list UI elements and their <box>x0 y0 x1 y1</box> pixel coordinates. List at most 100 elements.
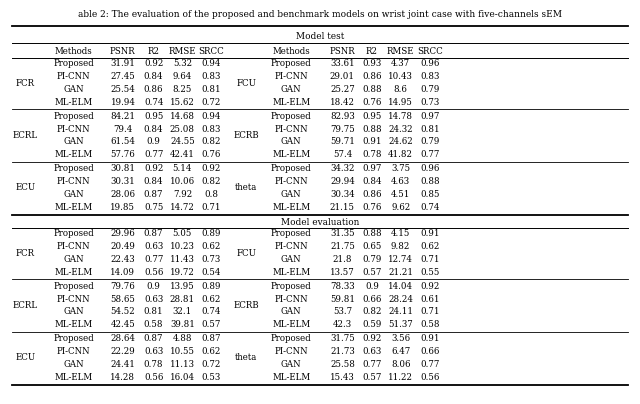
Text: 8.06: 8.06 <box>391 360 410 369</box>
Text: ML-ELM: ML-ELM <box>272 320 310 329</box>
Text: 0.82: 0.82 <box>362 307 381 316</box>
Text: 0.92: 0.92 <box>202 164 221 173</box>
Text: Proposed: Proposed <box>53 164 94 173</box>
Text: 10.55: 10.55 <box>170 347 195 356</box>
Text: 5.14: 5.14 <box>173 164 192 173</box>
Text: 18.42: 18.42 <box>330 98 355 107</box>
Text: 0.86: 0.86 <box>362 190 381 199</box>
Text: 0.85: 0.85 <box>420 190 440 199</box>
Text: 0.56: 0.56 <box>144 268 163 277</box>
Text: RMSE: RMSE <box>387 47 414 56</box>
Text: 0.8: 0.8 <box>204 190 218 199</box>
Text: ML-ELM: ML-ELM <box>54 268 93 277</box>
Text: ECU: ECU <box>15 354 36 362</box>
Text: 0.58: 0.58 <box>144 320 163 329</box>
Text: 0.66: 0.66 <box>362 295 381 304</box>
Text: 0.96: 0.96 <box>420 59 440 68</box>
Text: 0.78: 0.78 <box>144 360 163 369</box>
Text: 24.55: 24.55 <box>170 137 195 146</box>
Text: 29.94: 29.94 <box>330 177 355 186</box>
Text: 7.92: 7.92 <box>173 190 192 199</box>
Text: ML-ELM: ML-ELM <box>272 98 310 107</box>
Text: 10.06: 10.06 <box>170 177 195 186</box>
Text: 3.75: 3.75 <box>391 164 410 173</box>
Text: SRCC: SRCC <box>417 47 443 56</box>
Text: PI-CNN: PI-CNN <box>57 124 90 134</box>
Text: 51.37: 51.37 <box>388 320 413 329</box>
Text: 10.23: 10.23 <box>170 242 195 251</box>
Text: 32.1: 32.1 <box>173 307 192 316</box>
Text: GAN: GAN <box>281 137 301 146</box>
Text: ECU: ECU <box>15 183 36 192</box>
Text: Proposed: Proposed <box>53 112 94 121</box>
Text: 0.76: 0.76 <box>202 150 221 159</box>
Text: ECRL: ECRL <box>13 131 38 140</box>
Text: 0.87: 0.87 <box>144 190 163 199</box>
Text: 0.62: 0.62 <box>420 242 440 251</box>
Text: 0.77: 0.77 <box>144 150 163 159</box>
Text: Proposed: Proposed <box>271 112 312 121</box>
Text: 14.68: 14.68 <box>170 112 195 121</box>
Text: 0.72: 0.72 <box>202 360 221 369</box>
Text: 0.9: 0.9 <box>147 282 161 291</box>
Text: 0.87: 0.87 <box>144 334 163 343</box>
Text: 79.75: 79.75 <box>330 124 355 134</box>
Text: 39.81: 39.81 <box>170 320 195 329</box>
Text: 25.54: 25.54 <box>111 85 135 94</box>
Text: PI-CNN: PI-CNN <box>275 347 308 356</box>
Text: 0.66: 0.66 <box>420 347 440 356</box>
Text: 31.91: 31.91 <box>111 59 135 68</box>
Text: PI-CNN: PI-CNN <box>57 347 90 356</box>
Text: 0.89: 0.89 <box>202 229 221 238</box>
Text: 0.73: 0.73 <box>202 255 221 264</box>
Text: 0.75: 0.75 <box>144 203 163 212</box>
Text: PSNR: PSNR <box>330 47 355 56</box>
Text: 11.43: 11.43 <box>170 255 195 264</box>
Text: 14.95: 14.95 <box>388 98 413 107</box>
Text: 0.63: 0.63 <box>144 295 163 304</box>
Text: 0.72: 0.72 <box>202 98 221 107</box>
Text: 0.57: 0.57 <box>362 268 381 277</box>
Text: ML-ELM: ML-ELM <box>54 203 93 212</box>
Text: PI-CNN: PI-CNN <box>275 124 308 134</box>
Text: 25.58: 25.58 <box>330 360 355 369</box>
Text: 0.94: 0.94 <box>202 59 221 68</box>
Text: Proposed: Proposed <box>271 164 312 173</box>
Text: GAN: GAN <box>281 360 301 369</box>
Text: 0.77: 0.77 <box>420 360 440 369</box>
Text: GAN: GAN <box>281 85 301 94</box>
Text: 0.77: 0.77 <box>144 255 163 264</box>
Text: 0.57: 0.57 <box>362 373 381 382</box>
Text: 0.88: 0.88 <box>420 177 440 186</box>
Text: 22.29: 22.29 <box>111 347 135 356</box>
Text: 34.32: 34.32 <box>330 164 355 173</box>
Text: 42.41: 42.41 <box>170 150 195 159</box>
Text: 0.84: 0.84 <box>144 124 163 134</box>
Text: 53.7: 53.7 <box>333 307 352 316</box>
Text: 0.86: 0.86 <box>362 72 381 81</box>
Text: 0.71: 0.71 <box>202 203 221 212</box>
Text: 21.73: 21.73 <box>330 347 355 356</box>
Text: 0.91: 0.91 <box>420 334 440 343</box>
Text: FCR: FCR <box>16 79 35 88</box>
Text: 4.63: 4.63 <box>391 177 410 186</box>
Text: R2: R2 <box>148 47 159 56</box>
Text: 0.62: 0.62 <box>202 347 221 356</box>
Text: 30.31: 30.31 <box>111 177 135 186</box>
Text: 79.76: 79.76 <box>111 282 135 291</box>
Text: 15.43: 15.43 <box>330 373 355 382</box>
Text: 14.78: 14.78 <box>388 112 413 121</box>
Text: 13.95: 13.95 <box>170 282 195 291</box>
Text: 0.94: 0.94 <box>202 112 221 121</box>
Text: ML-ELM: ML-ELM <box>54 373 93 382</box>
Text: 79.4: 79.4 <box>113 124 132 134</box>
Text: 31.75: 31.75 <box>330 334 355 343</box>
Text: 0.95: 0.95 <box>144 112 163 121</box>
Text: 0.71: 0.71 <box>420 255 440 264</box>
Text: PI-CNN: PI-CNN <box>57 177 90 186</box>
Text: 8.6: 8.6 <box>394 85 408 94</box>
Text: Proposed: Proposed <box>271 59 312 68</box>
Text: 0.9: 0.9 <box>365 282 379 291</box>
Text: PI-CNN: PI-CNN <box>57 242 90 251</box>
Text: 0.92: 0.92 <box>144 59 163 68</box>
